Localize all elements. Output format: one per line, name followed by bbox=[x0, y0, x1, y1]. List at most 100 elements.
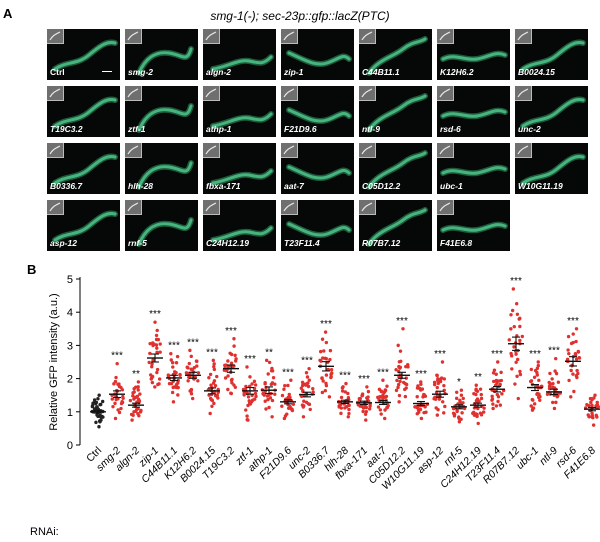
significance-label: *** bbox=[377, 367, 389, 378]
data-point bbox=[512, 345, 516, 349]
data-point bbox=[401, 327, 405, 331]
data-point bbox=[554, 371, 559, 376]
data-point bbox=[208, 396, 213, 401]
micrograph-tile: smg-2 bbox=[125, 29, 198, 80]
brightfield-inset bbox=[359, 29, 376, 44]
data-point bbox=[595, 400, 599, 405]
data-point bbox=[190, 367, 194, 372]
data-point bbox=[477, 399, 481, 403]
data-point bbox=[212, 367, 217, 372]
data-point bbox=[169, 352, 173, 356]
significance-label: ** bbox=[265, 347, 273, 358]
data-point bbox=[188, 389, 192, 393]
micrograph-tile: W10G11.19 bbox=[515, 143, 588, 194]
worm-gfp-image bbox=[136, 46, 194, 76]
data-point bbox=[323, 330, 328, 334]
brightfield-inset bbox=[47, 143, 64, 158]
data-point bbox=[550, 377, 554, 381]
data-point bbox=[482, 406, 486, 410]
data-point bbox=[479, 392, 483, 397]
data-point bbox=[364, 409, 369, 414]
data-point bbox=[150, 365, 154, 369]
data-point bbox=[263, 399, 267, 403]
data-point bbox=[170, 361, 175, 365]
worm-gfp-image bbox=[440, 50, 508, 63]
y-tick-label: 4 bbox=[67, 307, 73, 319]
data-point bbox=[435, 385, 439, 390]
data-point bbox=[381, 378, 385, 382]
data-point bbox=[499, 370, 503, 375]
data-point bbox=[233, 353, 237, 358]
data-point bbox=[97, 393, 101, 397]
data-point bbox=[305, 382, 309, 386]
data-point bbox=[404, 364, 408, 369]
data-point bbox=[491, 402, 495, 406]
data-point bbox=[94, 420, 98, 425]
data-point bbox=[268, 396, 273, 400]
data-point bbox=[498, 382, 502, 387]
data-point bbox=[569, 368, 573, 373]
data-point bbox=[171, 385, 175, 390]
data-point bbox=[589, 400, 593, 405]
worm-gfp-image bbox=[210, 54, 274, 72]
data-point bbox=[267, 405, 271, 410]
worm-gfp-image bbox=[136, 103, 194, 133]
data-point bbox=[289, 378, 293, 382]
data-point bbox=[113, 401, 117, 406]
data-point bbox=[226, 359, 230, 363]
data-point bbox=[338, 402, 342, 407]
brightfield-inset bbox=[203, 200, 220, 215]
worm-gfp-image bbox=[520, 96, 586, 129]
significance-label: *** bbox=[320, 319, 332, 330]
data-point bbox=[554, 356, 558, 361]
data-point bbox=[98, 420, 102, 424]
data-point bbox=[435, 373, 439, 377]
data-point bbox=[273, 392, 277, 396]
tile-label: algn-2 bbox=[206, 67, 232, 77]
data-point bbox=[320, 390, 325, 395]
data-point bbox=[339, 411, 343, 416]
data-point bbox=[329, 372, 333, 377]
data-point bbox=[398, 379, 402, 384]
data-point bbox=[265, 394, 270, 398]
data-point bbox=[116, 382, 120, 386]
data-point bbox=[397, 400, 401, 404]
data-point bbox=[155, 370, 159, 375]
micrograph-tile: K12H6.2 bbox=[437, 29, 510, 80]
data-point bbox=[207, 376, 211, 380]
data-point bbox=[496, 399, 500, 404]
data-point bbox=[324, 340, 329, 345]
data-point bbox=[347, 407, 351, 412]
worm-gfp-image bbox=[52, 96, 118, 129]
data-point bbox=[574, 327, 579, 331]
data-point bbox=[136, 385, 140, 389]
significance-label: *** bbox=[567, 316, 579, 327]
data-point bbox=[531, 406, 536, 410]
data-point bbox=[319, 359, 323, 363]
data-point bbox=[244, 408, 248, 412]
data-point bbox=[554, 400, 558, 405]
tile-label: ubc-1 bbox=[440, 181, 463, 191]
worm-gfp-image bbox=[366, 36, 428, 76]
data-point bbox=[266, 397, 270, 402]
data-point bbox=[115, 361, 119, 366]
data-point bbox=[443, 404, 447, 409]
data-point bbox=[270, 415, 274, 419]
data-point bbox=[573, 353, 578, 357]
worm-gfp-image bbox=[440, 164, 508, 177]
data-point bbox=[556, 380, 561, 384]
data-point bbox=[475, 413, 479, 417]
worm-gfp-image bbox=[520, 153, 586, 186]
data-point bbox=[232, 383, 236, 387]
brightfield-inset bbox=[515, 29, 532, 44]
tile-label: hlh-28 bbox=[128, 181, 154, 191]
worm-gfp-image bbox=[286, 107, 352, 124]
data-point bbox=[566, 334, 571, 339]
data-point bbox=[304, 371, 309, 375]
data-point bbox=[511, 287, 516, 291]
brightfield-inset bbox=[203, 29, 220, 44]
tile-label: T23F11.4 bbox=[284, 238, 320, 248]
data-point bbox=[529, 379, 534, 383]
data-point bbox=[455, 409, 459, 413]
data-point bbox=[457, 420, 462, 424]
